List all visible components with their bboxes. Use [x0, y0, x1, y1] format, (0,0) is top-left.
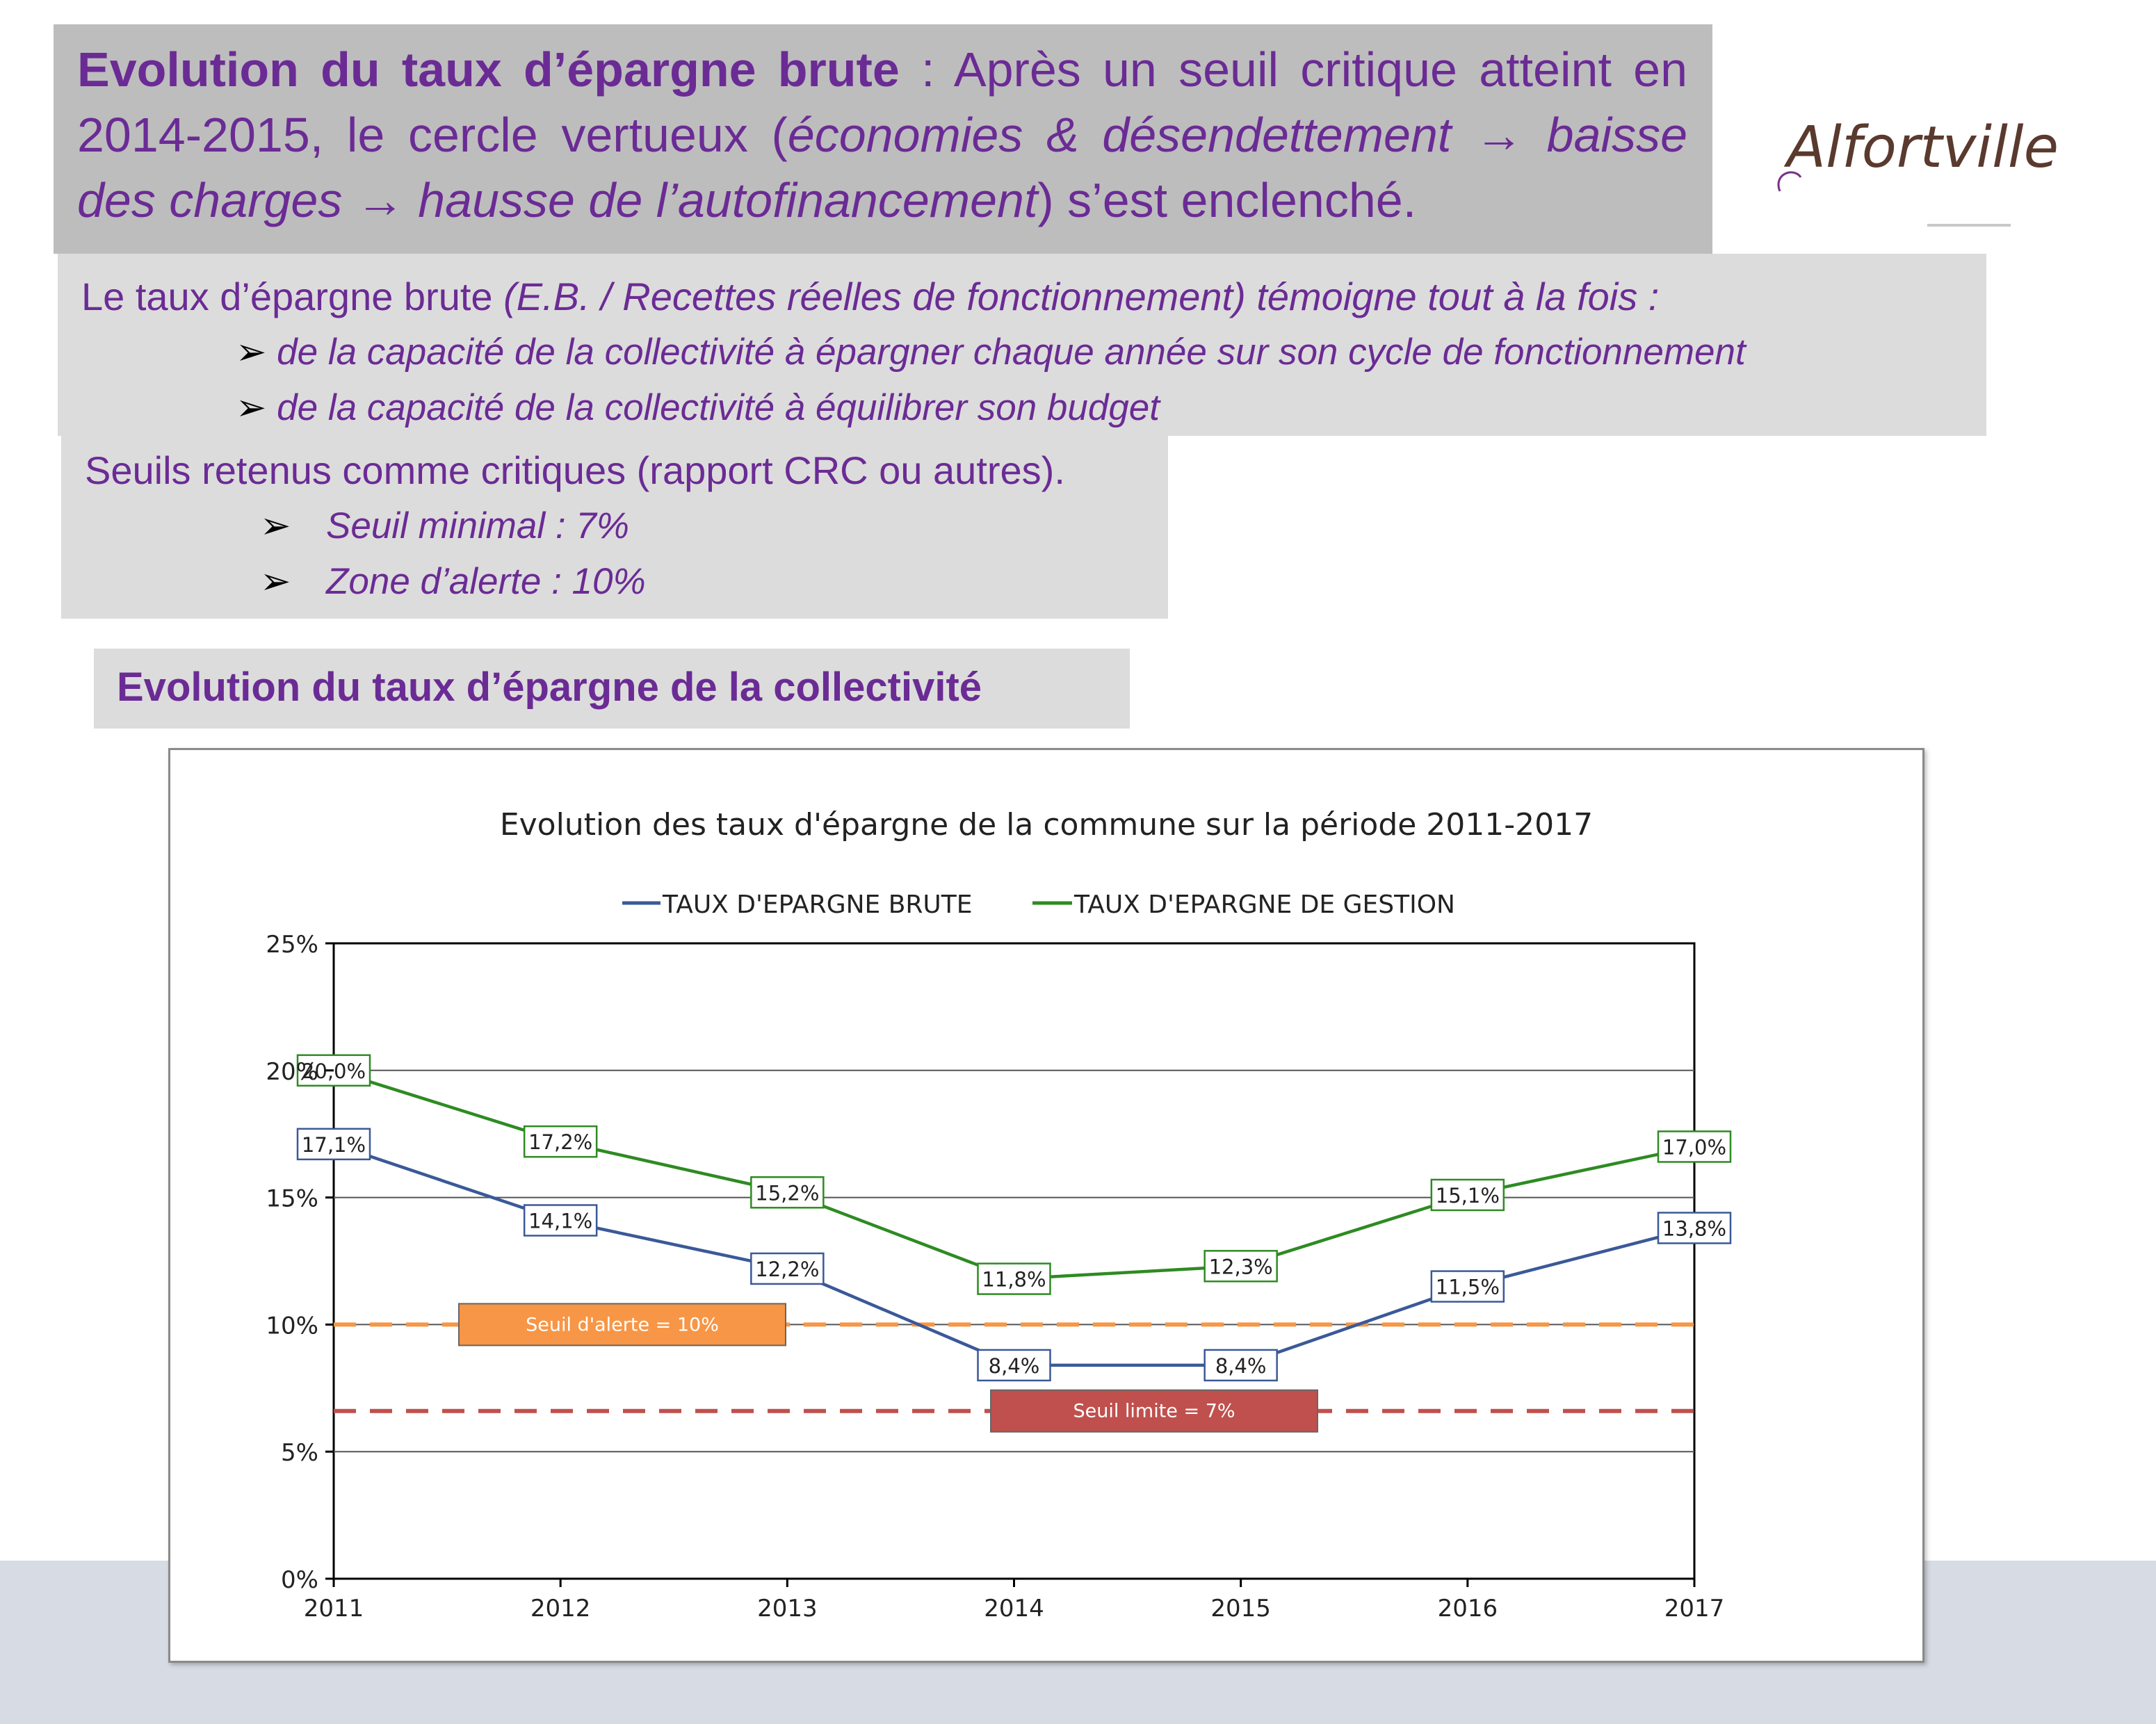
- data-label: 12,3%: [1209, 1255, 1273, 1278]
- data-label: 14,1%: [528, 1210, 592, 1233]
- data-label: 11,5%: [1436, 1276, 1500, 1299]
- data-label-box: [523, 1204, 598, 1237]
- data-label: 12,2%: [755, 1258, 819, 1281]
- data-label-box: [750, 1176, 825, 1209]
- plot-area: [332, 942, 1696, 1580]
- arrow-bullet-icon: ➢: [236, 332, 267, 373]
- y-tick-label: 5%: [281, 1439, 318, 1467]
- data-label: 11,8%: [982, 1268, 1046, 1292]
- y-tick-label: 20%: [266, 1058, 318, 1086]
- x-tick-label: 2017: [1664, 1595, 1725, 1623]
- definition-box: Le taux d’épargne brute (E.B. / Recettes…: [58, 254, 1986, 436]
- data-label: 17,1%: [302, 1133, 366, 1157]
- reference-label: Seuil d'alerte = 10%: [526, 1314, 719, 1335]
- x-tick-label: 2011: [304, 1595, 364, 1623]
- data-label-box: [1430, 1270, 1505, 1303]
- logo-text: Alfortville: [1783, 115, 2059, 181]
- x-tick-label: 2016: [1438, 1595, 1498, 1623]
- arrow-bullet-icon: ➢: [260, 505, 291, 546]
- chart-title: Evolution des taux d'épargne de la commu…: [500, 807, 1593, 843]
- data-label-box: [523, 1125, 598, 1158]
- reference-label-box: [990, 1389, 1318, 1433]
- data-label-box: [296, 1128, 371, 1161]
- data-label: 15,1%: [1436, 1184, 1500, 1207]
- x-tick-label: 2014: [984, 1595, 1044, 1623]
- chart-frame: Evolution des taux d'épargne de la commu…: [168, 748, 1924, 1663]
- list-item: ➢ de la capacité de la collectivité à éq…: [81, 380, 1986, 436]
- data-label-box: [1657, 1130, 1732, 1163]
- y-tick-label: 15%: [266, 1185, 318, 1213]
- list-item: ➢ Seuil minimal : 7%: [85, 498, 1168, 554]
- section-title-box: Evolution du taux d’épargne de la collec…: [94, 649, 1130, 729]
- x-tick-label: 2012: [530, 1595, 591, 1623]
- reference-label: Seuil limite = 7%: [1073, 1401, 1235, 1422]
- data-label: 17,0%: [1662, 1135, 1726, 1159]
- x-tick-label: 2015: [1210, 1595, 1271, 1623]
- data-label: 13,8%: [1662, 1217, 1726, 1240]
- y-tick-label: 25%: [266, 931, 318, 959]
- section-title: Evolution du taux d’épargne de la collec…: [117, 665, 982, 710]
- y-tick-label: 0%: [281, 1566, 318, 1594]
- title-banner: Evolution du taux d’épargne brute : Aprè…: [54, 24, 1712, 254]
- thresholds-box: Seuils retenus comme critiques (rapport …: [61, 436, 1168, 619]
- legend-label-brute: TAUX D'EPARGNE BRUTE: [662, 891, 973, 919]
- data-label-box: [977, 1349, 1051, 1382]
- page-title: Evolution du taux d’épargne brute : Aprè…: [77, 42, 1687, 227]
- thresholds-intro: Seuils retenus comme critiques (rapport …: [85, 448, 1065, 492]
- arrow-bullet-icon: ➢: [236, 387, 267, 428]
- list-item: ➢ de la capacité de la collectivité à ép…: [81, 325, 1986, 380]
- data-label-box: [1430, 1178, 1505, 1212]
- legend-label-gestion: TAUX D'EPARGNE DE GESTION: [1073, 891, 1455, 919]
- data-label: 17,2%: [528, 1130, 592, 1154]
- reference-label-box: [458, 1303, 786, 1347]
- chart-legend: TAUX D'EPARGNE BRUTE TAUX D'EPARGNE DE G…: [622, 891, 1455, 919]
- alfortville-logo: Alfortville: [1777, 115, 2059, 227]
- list-item: ➢ Zone d’alerte : 10%: [85, 554, 1168, 610]
- data-label-box: [977, 1262, 1051, 1295]
- savings-rate-chart: Evolution des taux d'épargne de la commu…: [266, 807, 1732, 1623]
- x-tick-label: 2013: [757, 1595, 818, 1623]
- arrow-bullet-icon: ➢: [260, 561, 291, 602]
- data-label: 8,4%: [989, 1354, 1040, 1378]
- y-tick-label: 10%: [266, 1312, 318, 1340]
- data-label-box: [1657, 1212, 1732, 1244]
- data-label-box: [1203, 1349, 1278, 1382]
- data-label: 8,4%: [1215, 1354, 1267, 1378]
- data-label-box: [750, 1252, 825, 1285]
- data-label-box: [1203, 1250, 1278, 1283]
- definition-intro: Le taux d’épargne brute (E.B. / Recettes…: [81, 275, 1660, 318]
- data-label: 15,2%: [755, 1181, 819, 1205]
